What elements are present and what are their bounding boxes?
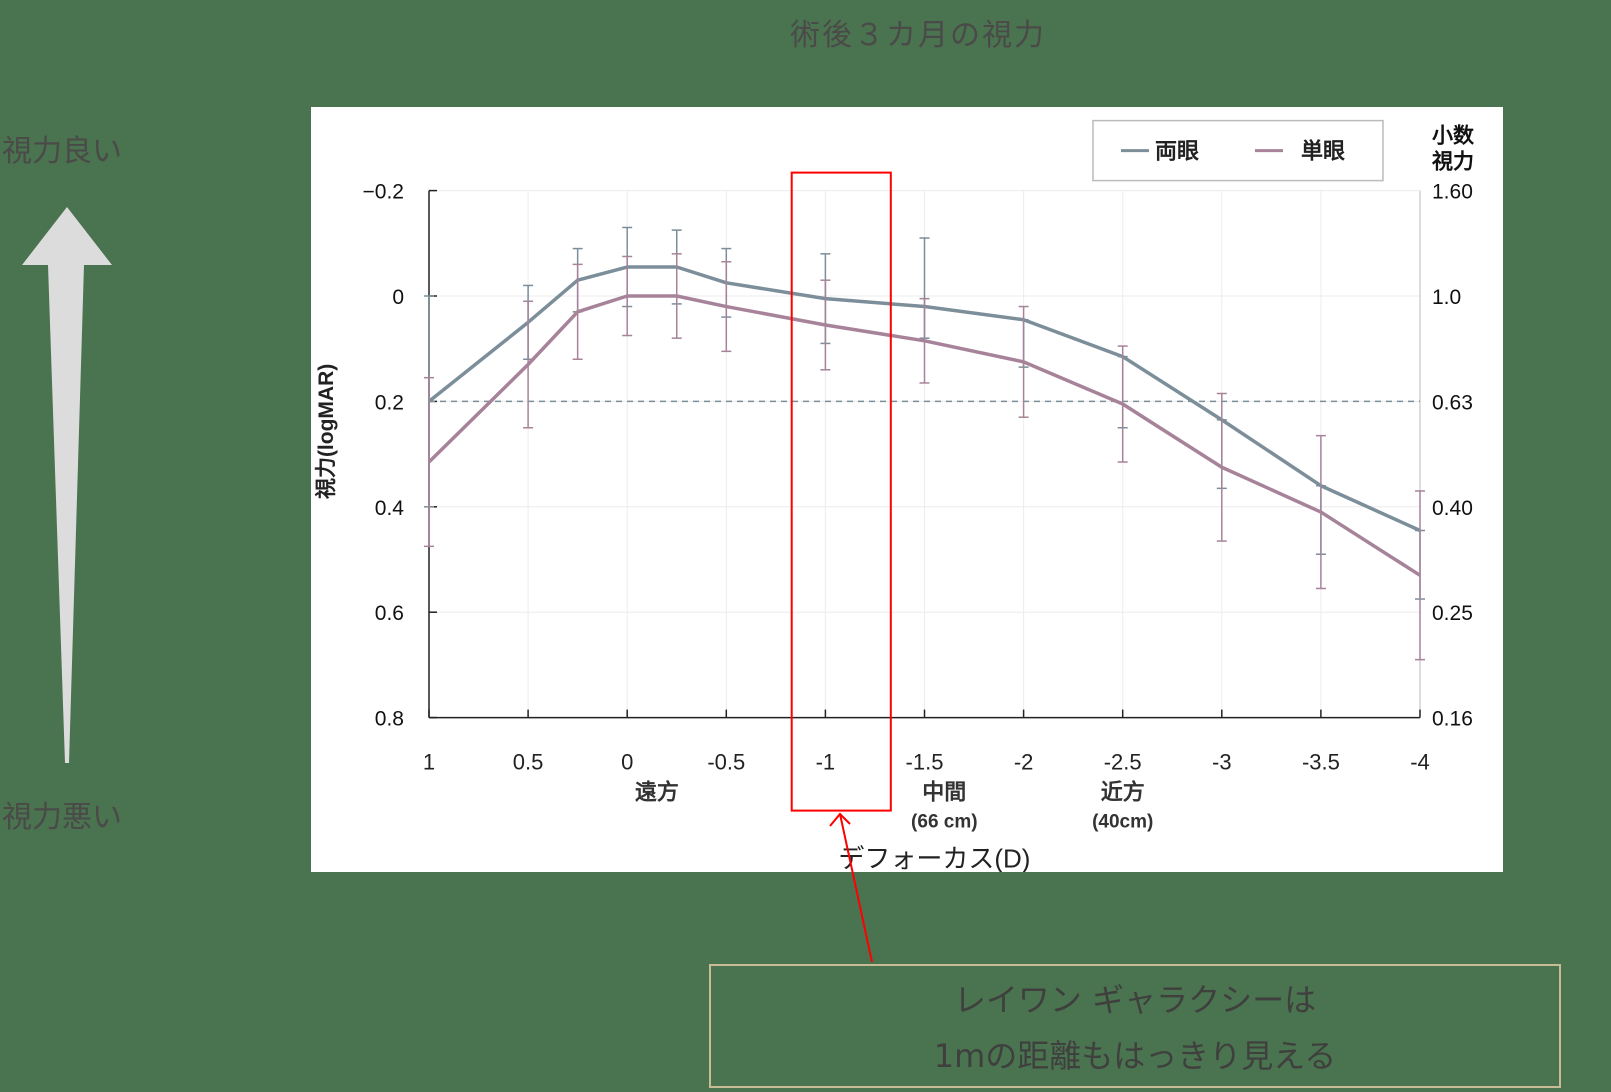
label-vision-good: 視力良い: [2, 134, 122, 169]
legend-monocular: 単眼: [1301, 139, 1345, 164]
y-tick-label: 0.8: [375, 708, 404, 731]
label-vision-bad: 視力悪い: [2, 800, 122, 835]
y-tick-label: 0.2: [375, 391, 404, 414]
series-line-monocular: [427, 294, 1421, 577]
x-tick-label: -2.5: [1104, 750, 1142, 775]
x-tick-label: 1: [423, 750, 435, 775]
x-annotation: 近方: [1101, 780, 1145, 805]
x-annotation: 遠方: [635, 780, 679, 805]
chart-panel: −0.2 1.60 0 1.0 0.2 0.63 0.4 0.40 0.6 0.25 0.8 0.16…: [311, 107, 1503, 874]
x-tick-label: 0.5: [513, 750, 544, 775]
y2-tick-label: 0.16: [1432, 708, 1473, 731]
y-axis-title: 視力(logMAR): [315, 364, 338, 500]
highlight-box: [790, 171, 892, 812]
y2-tick-label: 0.25: [1432, 602, 1473, 625]
up-arrow-icon: [22, 207, 112, 763]
y2-tick-label: 0.40: [1432, 497, 1473, 520]
callout-box: レイワン ギャラクシーは 1mの距離もはっきり見える: [709, 964, 1561, 1088]
y2-tick-label: 0.63: [1432, 391, 1473, 414]
y2-tick-label: 1.0: [1432, 286, 1461, 309]
y-tick-label: 0.6: [375, 602, 404, 625]
y-tick-label: −0.2: [363, 181, 404, 204]
x-axis-title: デフォーカス(D): [838, 844, 1030, 872]
x-tick-label: -2: [1014, 750, 1034, 775]
y-tick-label: 0: [392, 286, 404, 309]
y2-tick-label: 1.60: [1432, 181, 1473, 204]
page-title: 術後３カ月の視力: [790, 18, 1046, 53]
callout-line-1: レイワン ギャラクシーは: [953, 981, 1317, 1019]
x-tick-label: -1.5: [906, 750, 944, 775]
defocus-curve-chart: −0.2 1.60 0 1.0 0.2 0.63 0.4 0.40 0.6 0.25 0.8 0.16…: [315, 119, 1475, 874]
x-annotation: (40cm): [1092, 812, 1153, 833]
y2-title: 小数: [1432, 125, 1475, 148]
x-annotation: 中間: [922, 780, 966, 805]
legend-binocular: 両眼: [1155, 139, 1199, 164]
x-tick-label: -1: [816, 750, 836, 775]
x-tick-label: -3.5: [1302, 750, 1340, 775]
x-tick-label: -4: [1410, 750, 1430, 775]
y2-title: 視力: [1431, 151, 1474, 174]
y-tick-label: 0.4: [375, 497, 405, 520]
x-tick-label: 0: [621, 750, 633, 775]
x-annotation: (66 cm): [911, 812, 978, 833]
x-tick-label: -0.5: [707, 750, 745, 775]
callout-line-2: 1mの距離もはっきり見える: [933, 1037, 1337, 1075]
x-tick-label: -3: [1212, 750, 1232, 775]
